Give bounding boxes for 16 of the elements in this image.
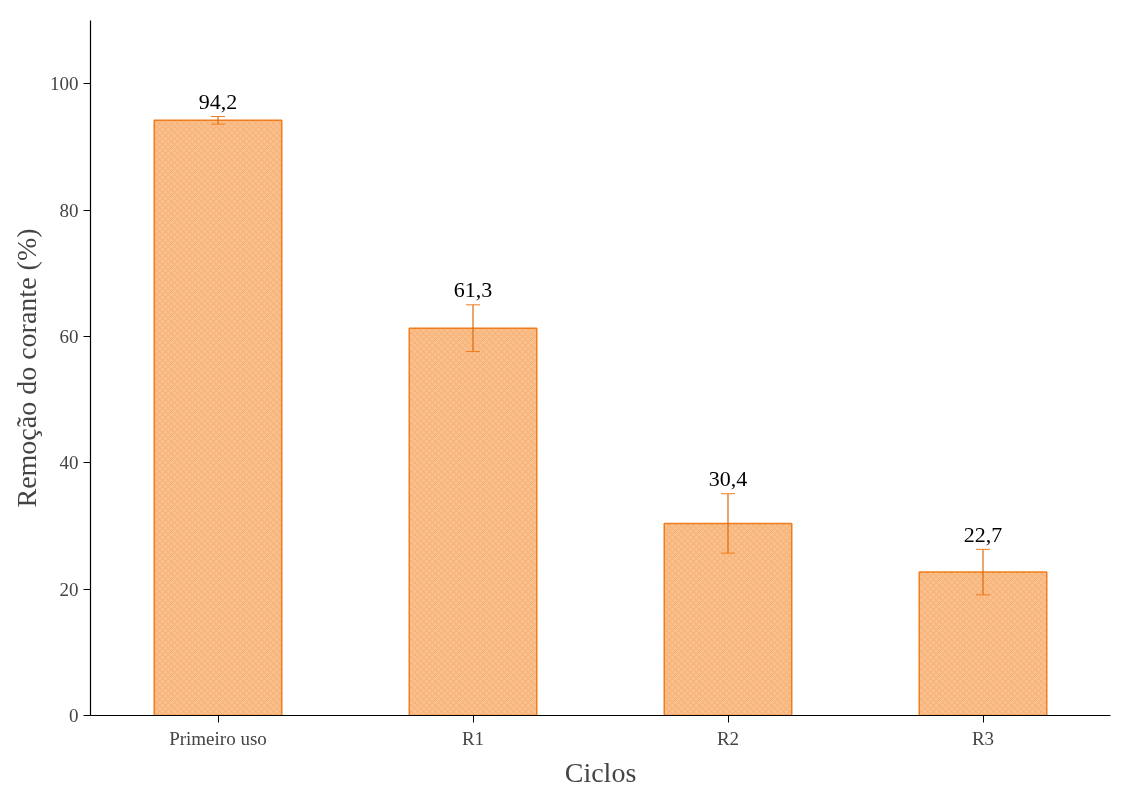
data-label: 22,7 xyxy=(963,521,1003,547)
y-tick-label: 80 xyxy=(59,199,79,221)
x-tick-label: R1 xyxy=(461,727,485,749)
x-tick-label: R2 xyxy=(716,727,740,749)
y-tick-label: 60 xyxy=(59,325,79,347)
data-label: 30,4 xyxy=(708,466,748,492)
x-axis-title: Ciclos xyxy=(564,756,637,788)
y-tick-label: 0 xyxy=(69,705,79,726)
y-tick-label: 100 xyxy=(50,73,79,95)
x-tick-label: Primeiro uso xyxy=(169,727,267,749)
x-tick-label: R3 xyxy=(971,727,995,749)
data-label: 61,3 xyxy=(453,277,493,303)
y-tick-label: 20 xyxy=(59,578,79,600)
y-axis-title: Remoção do corante (%) xyxy=(11,228,42,508)
data-label: 94,2 xyxy=(198,88,238,114)
y-tick-label: 40 xyxy=(59,452,79,474)
